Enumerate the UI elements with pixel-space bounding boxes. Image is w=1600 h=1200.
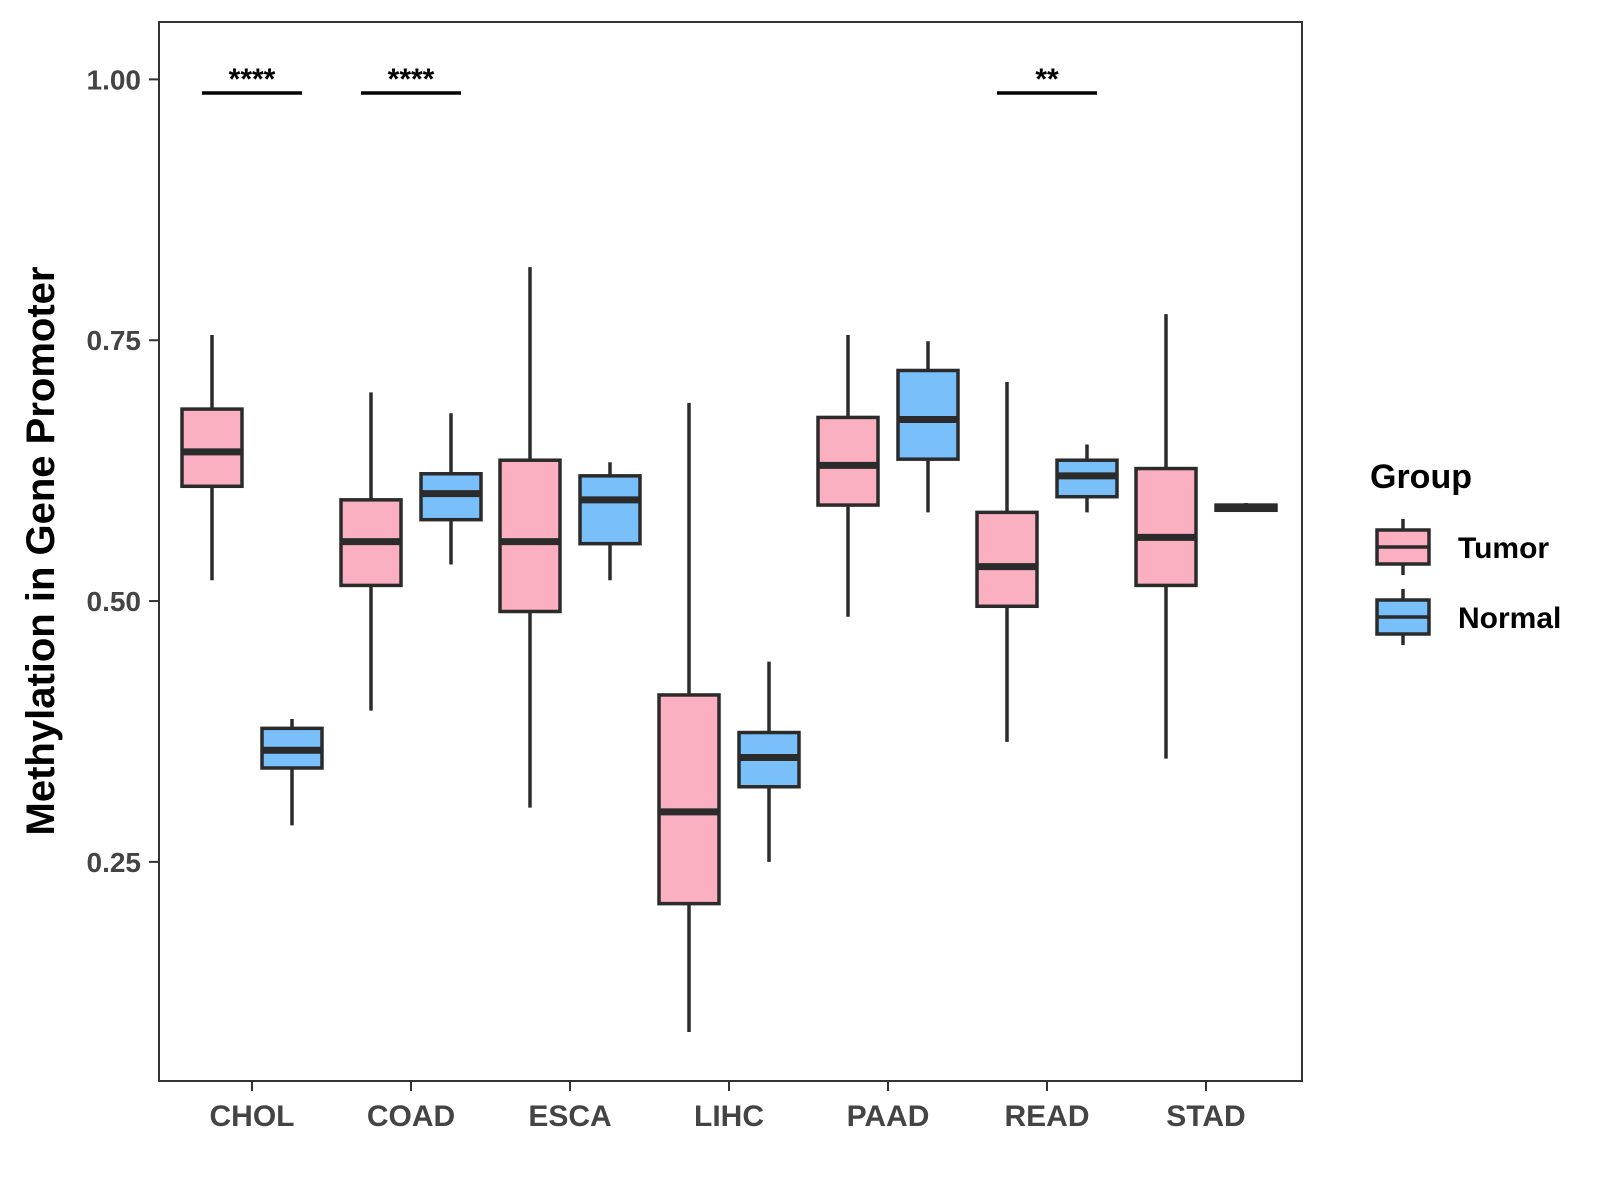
significance-label: **** [388,63,435,96]
x-tick-label: PAAD [847,1100,930,1133]
box-body [657,693,721,906]
legend-label: Normal [1458,602,1561,635]
legend-title: Group [1370,458,1472,496]
x-axis: CHOL COAD ESCA LIHC PAAD READ STAD [210,1081,1246,1133]
x-tick-label: STAD [1166,1100,1245,1133]
y-tick-label: 0.75 [87,325,142,356]
x-tick-label: COAD [367,1100,455,1133]
legend-item-tumor: Tumor [1375,519,1549,575]
box-tumor-coad [339,392,403,711]
box-body [1134,466,1198,588]
box-tumor-lihc [657,402,721,1032]
box-normal-read [1055,444,1119,513]
significance-label: ** [1035,63,1059,96]
y-tick-label: 1.00 [87,64,142,95]
box-tumor-chol [180,335,244,581]
box-body [896,368,960,461]
x-tick-label: READ [1004,1100,1089,1133]
x-tick-label: CHOL [210,1100,295,1133]
box-normal-chol [260,718,324,826]
significance-label: **** [229,63,276,96]
box-normal-coad [419,413,483,565]
significance-layer: **** **** ** [202,63,1097,96]
y-tick-label: 0.50 [87,586,142,617]
boxes-layer [180,267,1278,1032]
box-body [975,510,1039,609]
box-body [816,415,880,507]
legend: Group Tumor Normal [1370,458,1561,645]
box-normal-stad [1214,502,1278,513]
box-body [180,407,244,489]
plot-panel [158,21,1303,1082]
y-axis: 0.25 0.50 0.75 1.00 [87,64,159,878]
box-tumor-paad [816,335,880,617]
box-normal-paad [896,341,960,513]
box-normal-lihc [737,661,801,862]
box-body [578,474,642,546]
y-tick-label: 0.25 [87,847,142,878]
significance-coad: **** [361,63,461,96]
significance-chol: **** [202,63,302,96]
box-tumor-stad [1134,314,1198,759]
x-tick-label: LIHC [694,1100,764,1133]
y-axis-title: Methylation in Gene Promoter [19,267,63,836]
box-tumor-esca [498,267,562,808]
box-tumor-read [975,381,1039,742]
legend-item-normal: Normal [1375,589,1561,645]
box-body [498,458,562,614]
x-tick-label: ESCA [528,1100,611,1133]
legend-label: Tumor [1458,532,1549,565]
significance-read: ** [997,63,1097,96]
box-normal-esca [578,462,642,581]
